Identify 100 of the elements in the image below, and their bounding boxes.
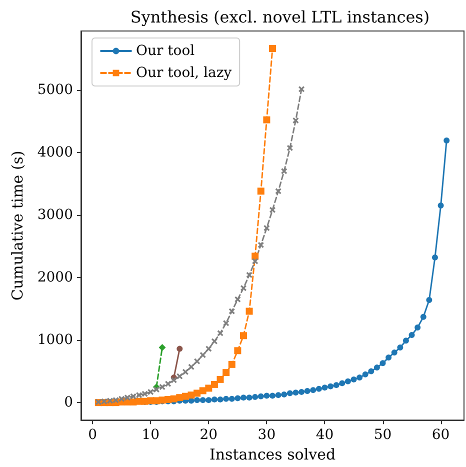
point — [182, 368, 188, 375]
point — [246, 394, 252, 401]
point — [176, 373, 183, 380]
point — [159, 384, 166, 390]
y-tick-label: 4000 — [37, 144, 73, 160]
point — [304, 388, 310, 394]
x-tick-label: 10 — [142, 427, 160, 444]
point — [316, 386, 322, 392]
point — [286, 144, 293, 151]
point — [270, 392, 276, 399]
x-tick-label: 20 — [200, 427, 218, 444]
point — [380, 360, 386, 366]
y-tick-label: 5000 — [37, 82, 73, 98]
x-tick-label: 60 — [432, 427, 450, 444]
point — [223, 320, 230, 326]
point — [118, 396, 125, 402]
point — [350, 376, 357, 382]
point — [210, 380, 218, 388]
point — [368, 368, 374, 374]
point — [397, 344, 404, 351]
point — [414, 324, 421, 331]
point — [432, 254, 438, 260]
point — [328, 383, 334, 390]
point — [258, 393, 264, 400]
point — [270, 206, 276, 213]
point — [112, 397, 119, 404]
point — [258, 242, 264, 248]
point — [240, 285, 246, 292]
point — [257, 188, 264, 195]
point — [281, 391, 288, 398]
x-tick-label: 0 — [88, 427, 98, 444]
chart-title: Synthesis (excl. novel LTL instances) — [130, 8, 430, 26]
point — [211, 338, 218, 344]
point — [298, 388, 305, 395]
point — [246, 272, 252, 278]
x-tick-label: 30 — [258, 427, 276, 444]
point — [240, 394, 246, 401]
point — [252, 252, 259, 260]
y-tick-label: 1000 — [37, 332, 73, 348]
point — [194, 358, 200, 364]
point — [194, 390, 201, 397]
point — [216, 376, 224, 383]
point — [333, 382, 340, 388]
point — [228, 396, 235, 402]
point — [386, 354, 392, 361]
point — [269, 45, 276, 52]
y-axis-title: Cumulative time (s) — [8, 150, 26, 300]
point — [252, 258, 258, 264]
point — [240, 332, 247, 340]
point — [136, 392, 142, 398]
point — [217, 330, 224, 336]
y-tick-label: 3000 — [37, 206, 73, 223]
point — [205, 384, 212, 392]
point — [206, 346, 212, 352]
point — [310, 387, 316, 394]
point — [246, 308, 253, 315]
point — [444, 137, 450, 144]
point — [153, 386, 160, 392]
point — [420, 314, 426, 320]
point — [234, 395, 241, 402]
x-tick-label: 40 — [316, 427, 334, 444]
point — [130, 393, 136, 400]
point — [188, 364, 194, 370]
point — [142, 390, 148, 397]
y-tick-label: 0 — [64, 394, 73, 411]
point — [170, 377, 177, 384]
point — [252, 394, 258, 400]
point — [200, 397, 206, 404]
legend-label: Our tool, lazy — [136, 65, 232, 81]
point — [107, 398, 114, 404]
point — [292, 117, 299, 124]
point — [275, 392, 282, 398]
point — [408, 332, 415, 338]
point — [322, 384, 328, 391]
point — [124, 394, 130, 401]
point — [281, 168, 288, 174]
point — [286, 390, 293, 396]
point — [339, 380, 346, 386]
point — [391, 350, 398, 356]
point — [344, 378, 351, 384]
x-axis-title: Instances solved — [209, 446, 336, 464]
point — [298, 86, 305, 92]
point — [223, 396, 230, 402]
point — [263, 116, 270, 124]
y-tick-label: 2000 — [37, 269, 73, 286]
point — [264, 225, 270, 232]
point — [374, 364, 380, 371]
point — [200, 352, 206, 358]
x-tick-label: 50 — [374, 427, 392, 444]
point — [217, 396, 224, 402]
point — [228, 308, 235, 314]
point — [228, 360, 236, 368]
point — [426, 296, 432, 303]
point — [222, 369, 230, 376]
point — [402, 338, 409, 344]
point — [211, 396, 218, 402]
point — [176, 346, 183, 352]
point — [275, 188, 282, 194]
point — [356, 374, 363, 381]
point — [234, 296, 241, 302]
